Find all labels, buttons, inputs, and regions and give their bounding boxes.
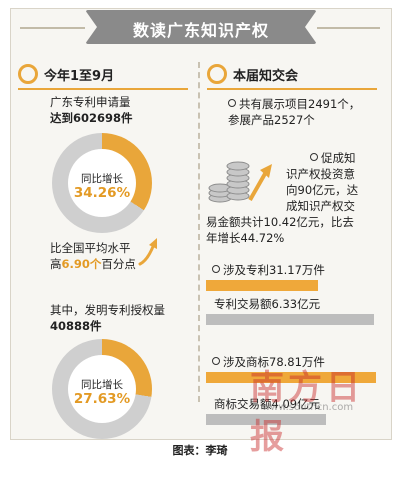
national-prefix: 高 <box>50 257 62 271</box>
growth-donut-2: 同比增长 27.63% <box>52 339 152 439</box>
right-heading-text: 本届知交会 <box>233 69 299 84</box>
projects-text: 共有展示项目2491个， <box>239 97 361 111</box>
patent-apply-line1: 广东专利申请量 <box>50 95 131 109</box>
trademark-trade-label: 商标交易额4.09亿元 <box>214 397 321 411</box>
banner-notch-left <box>85 10 97 44</box>
deal-line6: 年增长44.72% <box>206 231 285 245</box>
ring-icon <box>18 64 38 84</box>
trademark-count-bar <box>206 372 376 383</box>
trademark-trade-bar <box>206 414 326 425</box>
national-suffix: 百分点 <box>101 257 136 271</box>
ring-icon <box>207 64 227 84</box>
bullet-icon <box>310 153 318 161</box>
left-heading-text: 今年1至9月 <box>44 69 115 84</box>
patent-count-bar <box>206 280 318 291</box>
trademark-count-text: 涉及商标78.81万件 <box>223 355 325 369</box>
patent-trade-label: 专利交易额6.33亿元 <box>214 297 321 311</box>
deal-line5: 易金额共计10.42亿元，比去 <box>206 215 354 229</box>
national-value: 6.90个 <box>61 257 102 271</box>
page-title: 数读广东知识产权 <box>132 21 269 40</box>
invention-line1: 其中，发明专利授权量 <box>50 303 165 317</box>
donut-hole <box>68 149 136 217</box>
national-compare-line2: 高6.90个百分点 <box>50 256 136 272</box>
deal-text-1: 促成知 <box>321 151 356 165</box>
national-compare-line1: 比全国平均水平 <box>50 241 131 255</box>
deal-line1: 促成知 <box>310 150 356 166</box>
donut1-value: 34.26% <box>73 185 131 201</box>
right-section-heading: 本届知交会 <box>207 62 377 90</box>
deal-line4: 成知识产权交 <box>286 199 355 213</box>
title-rule-left <box>20 27 86 29</box>
newspaper-watermark: 南方日报 <box>250 368 364 457</box>
upward-arrow-icon <box>138 238 157 266</box>
watermark-url: www.southcn.com <box>262 402 354 413</box>
banner-notch-right <box>305 10 317 44</box>
bullet-icon <box>212 357 220 365</box>
chart-credit: 图表：李琦 <box>172 444 228 457</box>
growth-donut-1: 同比增长 34.26% <box>52 133 152 233</box>
donut2-value: 27.63% <box>73 391 131 407</box>
bullet-icon <box>228 99 236 107</box>
title-banner: 数读广东知识产权 <box>85 10 317 44</box>
left-section-heading: 今年1至9月 <box>18 62 188 90</box>
deal-line2: 识产权投资意 <box>286 167 355 181</box>
deal-line3: 向90亿元，达 <box>286 183 359 197</box>
invention-line2: 40888件 <box>50 319 102 333</box>
donut1-label: 同比增长 <box>81 173 123 185</box>
column-divider <box>198 62 200 402</box>
patent-trade-bar <box>206 314 374 325</box>
projects-line2: 参展产品2527个 <box>228 113 315 127</box>
donut-hole <box>68 355 136 423</box>
coin-stack-icon <box>208 161 272 203</box>
title-rule-right <box>316 27 380 29</box>
projects-line1: 共有展示项目2491个， <box>228 96 360 112</box>
donut2-label: 同比增长 <box>81 379 123 391</box>
trademark-count-label: 涉及商标78.81万件 <box>212 354 325 370</box>
patent-count-text: 涉及专利31.17万件 <box>223 263 325 277</box>
patent-apply-line2: 达到602698件 <box>50 111 133 125</box>
bullet-icon <box>212 265 220 273</box>
patent-count-label: 涉及专利31.17万件 <box>212 262 325 278</box>
